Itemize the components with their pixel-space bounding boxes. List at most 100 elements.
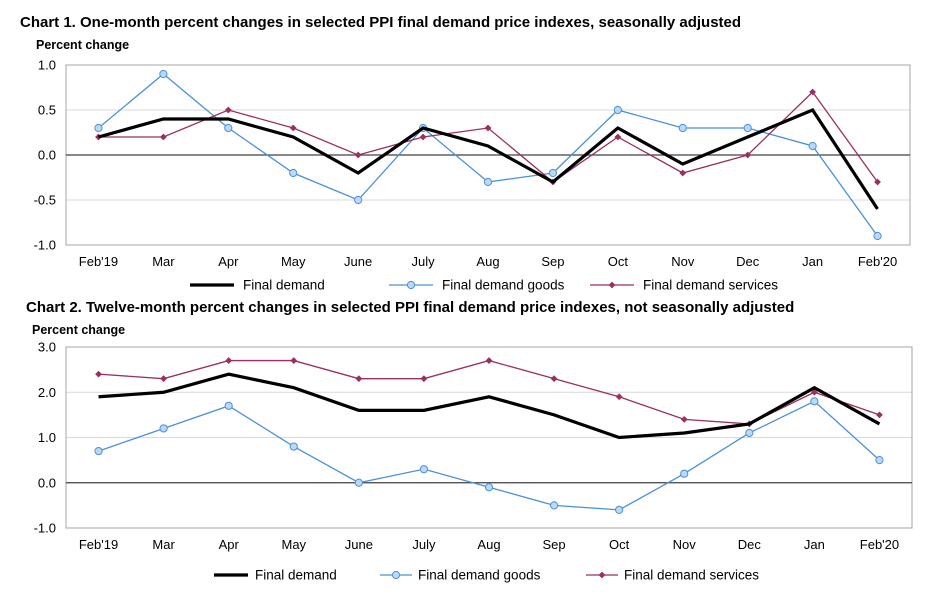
x-tick-label: Dec [736, 254, 760, 269]
data-point-goods [224, 123, 233, 133]
chart-1-y-axis-label: Percent change [36, 38, 129, 52]
x-tick-label: Oct [609, 537, 630, 552]
x-tick-label: Apr [218, 254, 239, 269]
x-tick-label: Aug [477, 537, 500, 552]
data-point-goods [483, 177, 493, 187]
data-point-services [95, 370, 102, 378]
data-point-services [550, 375, 558, 383]
y-tick-label: -0.5 [34, 193, 56, 208]
data-point-services [290, 357, 298, 364]
data-point-goods [289, 168, 298, 178]
y-tick-label: 0.0 [38, 148, 56, 163]
chart-1-title: Chart 1. One-month percent changes in se… [20, 14, 741, 31]
legend-label: Final demand services [643, 278, 778, 293]
data-point-goods [159, 424, 168, 433]
data-point-services [615, 393, 623, 401]
data-point-goods [745, 428, 754, 438]
chart-2-title: Chart 2. Twelve-month percent changes in… [26, 299, 794, 316]
data-point-services [484, 124, 492, 132]
data-point-goods [875, 456, 884, 465]
y-tick-label: -1.0 [34, 521, 56, 536]
chart-2-legend: Final demand Final demand goods Final dema… [214, 568, 759, 583]
x-tick-label: Nov [673, 537, 697, 552]
data-point-services [419, 133, 427, 141]
chart-1-plot-area: 1.0 0.5 0.0 -0.5 -1.0 Feb'19 Mar Apr May June July… [34, 58, 911, 269]
series-line-final-demand [98, 108, 879, 210]
data-point-services [810, 388, 818, 396]
x-tick-label: May [281, 254, 306, 269]
data-point-services [679, 169, 687, 177]
x-tick-label: Feb'20 [858, 254, 897, 269]
data-point-services [159, 133, 167, 141]
legend-label: Final demand [255, 568, 337, 583]
legend-label: Final demand goods [418, 568, 541, 583]
x-tick-label: Nov [671, 254, 695, 269]
data-point-goods [873, 231, 882, 241]
data-point-goods [743, 123, 752, 133]
legend-marker-diamond [598, 571, 606, 579]
legend-marker-circle [406, 280, 416, 290]
legend-marker-diamond [608, 281, 616, 289]
data-point-goods [94, 446, 103, 456]
data-point-goods [678, 123, 687, 133]
x-tick-label: Aug [476, 254, 499, 269]
y-tick-label: -1.0 [34, 238, 56, 253]
data-point-goods [159, 69, 168, 79]
data-point-services [225, 357, 233, 364]
x-tick-label: Apr [219, 537, 240, 552]
chart-2-y-axis-label: Percent change [32, 323, 125, 337]
data-point-services [355, 375, 363, 383]
data-point-goods [289, 442, 298, 451]
series-line-final-demand-services [98, 91, 879, 183]
x-tick-label: Mar [152, 537, 175, 552]
legend-marker-circle [391, 570, 401, 580]
data-point-services [160, 375, 168, 383]
data-point-services [876, 411, 883, 419]
chart-1: Chart 1. One-month percent changes in se… [20, 14, 911, 293]
x-tick-label: Dec [738, 537, 762, 552]
x-tick-label: June [345, 537, 373, 552]
data-point-goods [615, 505, 624, 514]
x-tick-label: Feb'19 [79, 254, 118, 269]
data-point-services [224, 106, 232, 114]
x-tick-label: Sep [543, 537, 566, 552]
data-point-goods [548, 168, 558, 178]
x-tick-label: July [412, 254, 436, 269]
y-tick-label: 0.5 [38, 103, 56, 118]
data-point-goods [484, 483, 494, 492]
y-tick-label: 0.0 [38, 475, 56, 490]
y-tick-label: 2.0 [38, 385, 56, 400]
data-point-goods [549, 501, 559, 510]
legend-label: Final demand goods [442, 278, 565, 293]
x-tick-label: Jan [802, 254, 823, 269]
legend-label: Final demand [243, 278, 325, 293]
x-tick-label: Jan [804, 537, 825, 552]
data-point-goods [419, 465, 429, 474]
data-point-services [420, 375, 428, 383]
x-tick-label: Sep [541, 254, 564, 269]
data-point-services [289, 124, 297, 132]
data-point-goods [680, 469, 689, 478]
data-point-goods [94, 123, 103, 133]
data-point-services [354, 151, 362, 159]
chart-2-plot-area: 3.0 2.0 1.0 0.0 -1.0 Feb'19 Mar Apr May June July A… [34, 340, 913, 552]
data-point-services [485, 357, 493, 364]
x-tick-label: Oct [608, 254, 629, 269]
data-point-goods [808, 141, 817, 151]
data-point-services [744, 151, 752, 159]
y-tick-label: 1.0 [38, 58, 56, 73]
x-tick-label: May [281, 537, 306, 552]
data-point-services [874, 178, 881, 186]
chart-2: Chart 2. Twelve-month percent changes in… [26, 299, 913, 583]
data-point-goods [613, 105, 622, 115]
x-tick-label: June [344, 254, 372, 269]
data-point-goods [354, 195, 363, 205]
data-point-services [809, 88, 817, 96]
x-tick-label: Mar [152, 254, 175, 269]
x-tick-label: Feb'20 [860, 537, 899, 552]
chart-1-legend: Final demand Final demand goods Final dema… [190, 278, 778, 293]
series-line-final-demand [98, 372, 881, 440]
data-point-goods [354, 478, 363, 487]
plot-frame [65, 346, 913, 529]
